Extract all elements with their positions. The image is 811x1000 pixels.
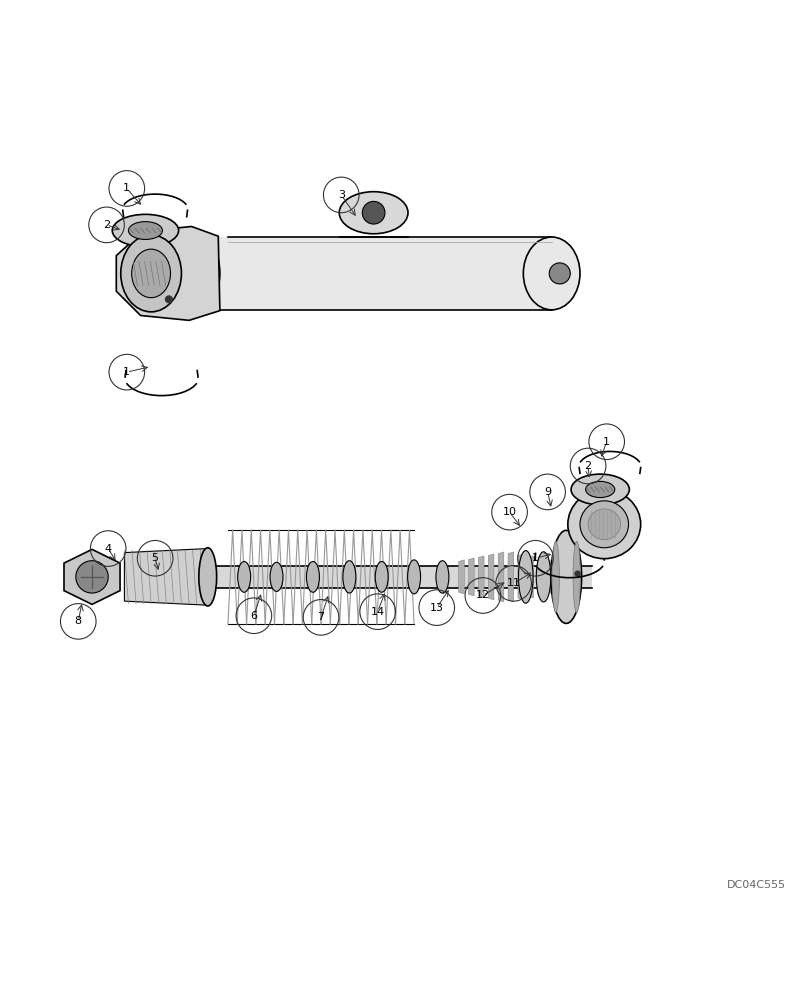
Ellipse shape xyxy=(306,562,319,592)
Ellipse shape xyxy=(567,490,640,559)
Text: 8: 8 xyxy=(75,616,82,626)
Text: 13: 13 xyxy=(429,603,443,613)
Polygon shape xyxy=(116,226,220,320)
Ellipse shape xyxy=(407,560,420,594)
Text: 6: 6 xyxy=(250,611,257,621)
Polygon shape xyxy=(124,549,208,605)
Circle shape xyxy=(548,263,569,284)
Ellipse shape xyxy=(270,562,283,591)
Polygon shape xyxy=(468,558,474,596)
Ellipse shape xyxy=(518,551,532,603)
Ellipse shape xyxy=(339,192,407,234)
Ellipse shape xyxy=(573,541,580,612)
Text: 2: 2 xyxy=(103,220,110,230)
Ellipse shape xyxy=(550,530,581,623)
Ellipse shape xyxy=(362,201,384,224)
Polygon shape xyxy=(517,554,523,600)
Ellipse shape xyxy=(131,249,170,298)
Text: 12: 12 xyxy=(475,590,489,600)
Polygon shape xyxy=(547,560,552,594)
Text: 7: 7 xyxy=(317,612,324,622)
Polygon shape xyxy=(478,556,483,598)
Polygon shape xyxy=(458,560,464,594)
Text: 14: 14 xyxy=(370,607,384,617)
Text: 1: 1 xyxy=(531,553,539,563)
Circle shape xyxy=(75,561,108,593)
Polygon shape xyxy=(200,237,551,310)
Ellipse shape xyxy=(585,481,614,498)
Ellipse shape xyxy=(570,474,629,505)
Text: 1: 1 xyxy=(123,367,130,377)
Text: 3: 3 xyxy=(337,190,345,200)
Ellipse shape xyxy=(128,222,162,239)
Polygon shape xyxy=(64,549,120,604)
Ellipse shape xyxy=(342,561,355,593)
Text: 2: 2 xyxy=(584,461,591,471)
Ellipse shape xyxy=(587,509,620,540)
Text: DC04C555: DC04C555 xyxy=(727,880,785,890)
Ellipse shape xyxy=(238,562,251,592)
Ellipse shape xyxy=(436,561,448,593)
Polygon shape xyxy=(537,558,543,596)
Polygon shape xyxy=(487,554,493,600)
Ellipse shape xyxy=(121,235,181,312)
Text: 1: 1 xyxy=(123,183,130,193)
Polygon shape xyxy=(527,556,533,598)
Ellipse shape xyxy=(551,541,559,612)
Ellipse shape xyxy=(579,501,628,548)
Circle shape xyxy=(165,295,173,303)
Ellipse shape xyxy=(523,237,579,310)
Text: 4: 4 xyxy=(105,544,112,554)
Polygon shape xyxy=(163,566,591,588)
Ellipse shape xyxy=(199,548,217,606)
Text: 1: 1 xyxy=(603,437,609,447)
Circle shape xyxy=(573,570,580,577)
Text: 5: 5 xyxy=(152,553,158,563)
Text: 9: 9 xyxy=(543,487,551,497)
Ellipse shape xyxy=(375,562,388,592)
Ellipse shape xyxy=(112,214,178,247)
Polygon shape xyxy=(508,552,513,602)
Text: 11: 11 xyxy=(506,578,520,588)
Ellipse shape xyxy=(535,552,550,602)
Text: 10: 10 xyxy=(502,507,516,517)
Polygon shape xyxy=(497,552,503,602)
